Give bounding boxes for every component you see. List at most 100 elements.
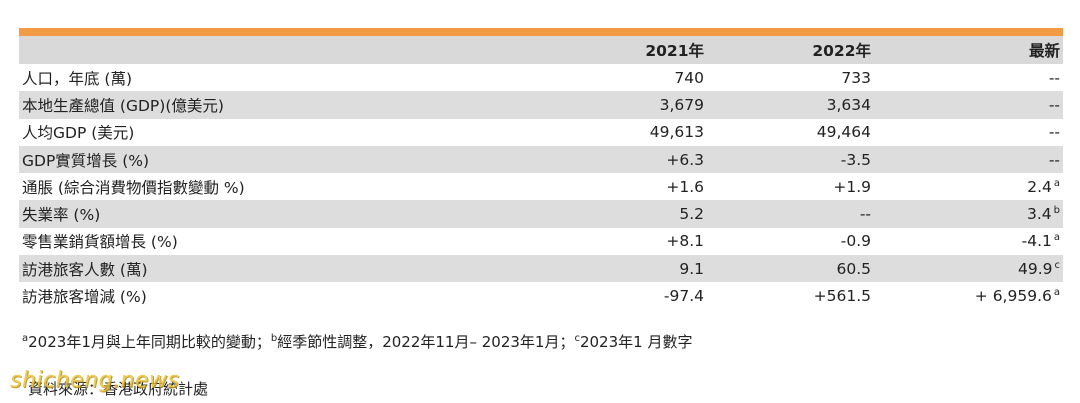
row-label-text: 人均GDP (美元) (22, 124, 135, 143)
row-value-2021: 49,613 (502, 123, 704, 141)
row-value-latest-text: 49.9 (1017, 259, 1053, 278)
row-value-2022: 49,464 (704, 123, 871, 141)
footnote-a-text: 2023年1月與上年同期比較的變動； (28, 333, 271, 351)
row-value-latest: -- (871, 69, 1063, 87)
row-label: 本地生產總值 (GDP)(億美元) (19, 94, 502, 116)
row-value-2022-text: +561.5 (813, 287, 871, 306)
table-body: 人口，年底 (萬) 740 733 -- 本地生產總值 (GDP)(億美元) 3,679 3… (19, 64, 1063, 310)
row-label: 失業率 (%) (19, 203, 502, 225)
row-value-2021-text: +8.1 (666, 232, 704, 251)
table-row: 通脹 (綜合消費物價指數變動 %) +1.6 +1.9 2.4 a (19, 173, 1063, 200)
row-value-2021: 3,679 (502, 96, 704, 114)
row-value-2022: -3.5 (704, 151, 871, 169)
row-label-text: 本地生產總值 (GDP)(億美元) (22, 96, 224, 115)
table-row: 零售業銷貨額增長 (%) +8.1 -0.9 -4.1 a (19, 228, 1063, 255)
row-value-2021: 740 (502, 69, 704, 87)
row-value-2022: -- (704, 205, 871, 223)
row-value-2022: +561.5 (704, 287, 871, 305)
watermark: shicheng.news (10, 368, 180, 393)
row-label: 通脹 (綜合消費物價指數變動 %) (19, 176, 502, 198)
row-value-2022-text: 49,464 (816, 123, 871, 142)
row-value-latest-text: -4.1 (1021, 232, 1052, 251)
table-row: 失業率 (%) 5.2 -- 3.4 b (19, 200, 1063, 228)
row-value-latest: -- (871, 151, 1063, 169)
row-value-latest: -4.1 a (871, 232, 1063, 250)
row-value-2022: 3,634 (704, 96, 871, 114)
row-value-latest: + 6,959.6 a (871, 287, 1063, 305)
row-value-2022-text: +1.9 (833, 177, 871, 196)
row-value-2022-text: 60.5 (836, 259, 871, 278)
row-value-2022-text: 733 (841, 68, 871, 87)
row-label-text: 訪港旅客人數 (萬) (22, 260, 148, 279)
footnote-b-text: 經季節性調整，2022年11月– 2023年1月； (277, 333, 575, 351)
row-value-2021: +1.6 (502, 178, 704, 196)
row-value-latest: 2.4 a (871, 178, 1063, 196)
row-value-latest-text: 3.4 (1026, 205, 1052, 224)
table-row: 人均GDP (美元) 49,613 49,464 -- (19, 119, 1063, 146)
row-value-2021-text: 49,613 (649, 123, 704, 142)
row-value-2021: 5.2 (502, 205, 704, 223)
footnote: a2023年1月與上年同期比較的變動；b經季節性調整，2022年11月– 202… (22, 331, 692, 352)
footnote-b-mark: b (270, 333, 278, 344)
row-value-2022: 60.5 (704, 260, 871, 278)
row-value-2021-text: -97.4 (663, 287, 704, 306)
row-value-2021: +8.1 (502, 232, 704, 250)
footnote-marker: c (1054, 259, 1061, 271)
row-value-2022: 733 (704, 69, 871, 87)
row-value-latest-text: -- (1048, 150, 1060, 169)
header-latest: 最新 (1028, 42, 1060, 60)
footnote-marker: a (1053, 232, 1060, 244)
economic-indicators-table: 2021年 2022年 最新 人口，年底 (萬) 740 733 -- 本地生產總值 (… (19, 36, 1063, 310)
footnote-c-text: 2023年1 月數字 (579, 333, 693, 351)
row-label: 人均GDP (美元) (19, 121, 502, 143)
row-label-text: 人口，年底 (萬) (22, 69, 133, 88)
footnote-marker: a (1053, 286, 1060, 298)
row-value-latest: 3.4 b (871, 205, 1063, 223)
row-value-latest-text: + 6,959.6 (974, 287, 1052, 306)
row-value-latest-text: 2.4 (1027, 177, 1052, 196)
row-label-text: GDP實質增長 (%) (22, 151, 150, 170)
row-label: GDP實質增長 (%) (19, 149, 502, 171)
row-value-2021-text: 9.1 (679, 259, 704, 278)
row-label-text: 訪港旅客增減 (%) (22, 288, 147, 307)
row-value-2021-text: +6.3 (666, 150, 704, 169)
row-value-2021: +6.3 (502, 151, 704, 169)
row-value-2021-text: 5.2 (679, 205, 704, 224)
table-row: 訪港旅客人數 (萬) 9.1 60.5 49.9 c (19, 255, 1063, 283)
footnote-a-mark: a (22, 333, 29, 344)
row-value-2022-text: -- (859, 205, 871, 224)
header-2021: 2021年 (645, 42, 704, 60)
row-value-2022: +1.9 (704, 178, 871, 196)
row-label-text: 通脹 (綜合消費物價指數變動 %) (22, 178, 245, 197)
table-row: GDP實質增長 (%) +6.3 -3.5 -- (19, 145, 1063, 174)
row-value-latest: 49.9 c (871, 260, 1063, 278)
source-note: 資料來源：香港政府統計處 (28, 380, 209, 398)
row-label: 人口，年底 (萬) (19, 67, 502, 89)
row-label-text: 零售業銷貨額增長 (%) (22, 233, 178, 252)
row-value-2021-text: 740 (674, 68, 704, 87)
row-label: 零售業銷貨額增長 (%) (19, 230, 502, 252)
row-value-2022-text: -0.9 (840, 232, 871, 251)
row-value-2021: 9.1 (502, 260, 704, 278)
row-value-2021-text: 3,679 (659, 95, 704, 114)
table-row: 人口，年底 (萬) 740 733 -- (19, 64, 1063, 91)
row-value-latest-text: -- (1048, 123, 1060, 142)
row-value-2022-text: 3,634 (826, 95, 871, 114)
row-value-2022: -0.9 (704, 232, 871, 250)
table-header-row: 2021年 2022年 最新 (19, 36, 1063, 64)
row-label-text: 失業率 (%) (22, 206, 101, 225)
row-label: 訪港旅客人數 (萬) (19, 258, 502, 280)
header-accent-bar (19, 28, 1063, 36)
footnote-marker: a (1053, 177, 1060, 189)
row-value-2021-text: +1.6 (666, 177, 704, 196)
footnote-c-mark: c (574, 333, 580, 344)
row-label: 訪港旅客增減 (%) (19, 285, 502, 307)
footnote-marker: b (1053, 204, 1060, 216)
row-value-latest-text: -- (1048, 68, 1060, 87)
header-2022: 2022年 (812, 42, 871, 60)
row-value-2022-text: -3.5 (840, 150, 871, 169)
table-row: 本地生產總值 (GDP)(億美元) 3,679 3,634 -- (19, 91, 1063, 119)
row-value-2021: -97.4 (502, 287, 704, 305)
row-value-latest: -- (871, 96, 1063, 114)
row-value-latest: -- (871, 123, 1063, 141)
